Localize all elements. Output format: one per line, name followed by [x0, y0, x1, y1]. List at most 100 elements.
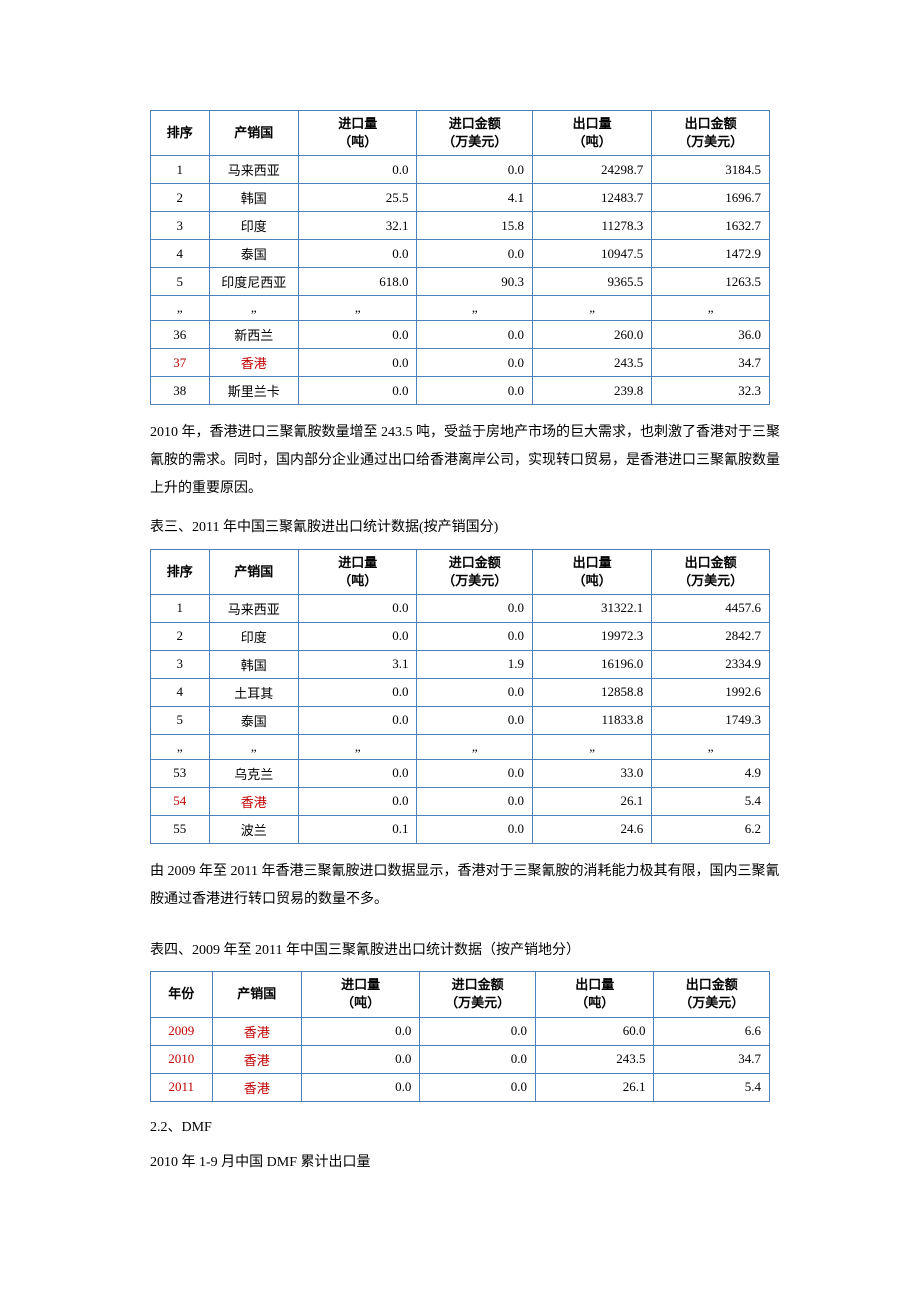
cell-rank: 54	[151, 787, 210, 815]
cell-import-val: 0.0	[417, 759, 533, 787]
cell-export-qty: 26.1	[532, 787, 651, 815]
th-export-qty-label: 出口量	[573, 555, 612, 570]
cell-rank: 36	[151, 321, 210, 349]
cell-export-qty: 243.5	[535, 1045, 654, 1073]
table-row: 4土耳其0.00.012858.81992.6	[151, 678, 770, 706]
table-row: 3印度32.115.811278.31632.7	[151, 212, 770, 240]
cell-export-qty: 24298.7	[532, 156, 651, 184]
document-page: 排序 产销国 进口量（吨） 进口金额（万美元） 出口量（吨） 出口金额（万美元）…	[0, 0, 920, 1302]
cell-export-val: 5.4	[654, 1073, 770, 1101]
th-import-val-label: 进口金额	[452, 977, 504, 992]
table-row: 1马来西亚0.00.024298.73184.5	[151, 156, 770, 184]
table-row: 4泰国0.00.010947.51472.9	[151, 240, 770, 268]
cell-country: 马来西亚	[209, 156, 298, 184]
cell-export-qty: 31322.1	[532, 594, 651, 622]
th-rank: 排序	[151, 549, 210, 594]
cell-import-val: 0.0	[417, 815, 533, 843]
cell-year: 2009	[151, 1017, 213, 1045]
th-import-qty: 进口量（吨）	[298, 111, 417, 156]
cell-export-qty: 10947.5	[532, 240, 651, 268]
th-rank: 排序	[151, 111, 210, 156]
th-export-val-unit: （万美元）	[678, 134, 743, 149]
table-2-body: 1马来西亚0.00.031322.14457.62印度0.00.019972.3…	[151, 594, 770, 843]
cell-rank: 1	[151, 594, 210, 622]
th-import-qty-unit: （吨）	[341, 995, 380, 1010]
th-import-val: 进口金额（万美元）	[417, 111, 533, 156]
th-country: 产销国	[209, 111, 298, 156]
th-import-val-label: 进口金额	[449, 116, 501, 131]
cell-export-qty: 9365.5	[532, 268, 651, 296]
cell-rank: 4	[151, 240, 210, 268]
table-row: 2011香港0.00.026.15.4	[151, 1073, 770, 1101]
table-row: 2009香港0.00.060.06.6	[151, 1017, 770, 1045]
cell-import-val: 0.0	[420, 1045, 536, 1073]
table-row: 5泰国0.00.011833.81749.3	[151, 706, 770, 734]
cell-import-qty: 25.5	[298, 184, 417, 212]
cell-export-val: 1632.7	[652, 212, 770, 240]
th-export-qty: 出口量（吨）	[532, 549, 651, 594]
cell-country: 香港	[212, 1017, 301, 1045]
table-1-body: 1马来西亚0.00.024298.73184.52韩国25.54.112483.…	[151, 156, 770, 405]
th-import-qty: 进口量 （吨）	[301, 972, 420, 1017]
table-row: 2印度0.00.019972.32842.7	[151, 622, 770, 650]
table-row: 37香港0.00.0243.534.7	[151, 349, 770, 377]
th-import-val: 进口金额 （万美元）	[420, 972, 536, 1017]
cell-rank: 53	[151, 759, 210, 787]
cell-export-val: 2842.7	[652, 622, 770, 650]
cell-country: 土耳其	[209, 678, 298, 706]
section-2-2-line: 2010 年 1-9 月中国 DMF 累计出口量	[150, 1150, 790, 1175]
cell-ellipsis: „	[417, 734, 533, 759]
paragraph-2: 由 2009 年至 2011 年香港三聚氰胺进口数据显示，香港对于三聚氰胺的消耗…	[150, 858, 790, 914]
th-export-val-label: 出口金额	[685, 555, 737, 570]
cell-export-qty: 26.1	[535, 1073, 654, 1101]
cell-export-qty: 19972.3	[532, 622, 651, 650]
cell-export-val: 34.7	[654, 1045, 770, 1073]
caption-table-3: 表四、2009 年至 2011 年中国三聚氰胺进出口统计数据（按产销地分）	[150, 938, 790, 963]
th-export-qty-label: 出口量	[575, 977, 614, 992]
cell-country: 泰国	[209, 706, 298, 734]
th-import-qty-label: 进口量	[338, 555, 377, 570]
cell-import-qty: 0.0	[298, 759, 417, 787]
cell-export-val: 2334.9	[652, 650, 770, 678]
th-import-val-label: 进口金额	[449, 555, 501, 570]
cell-export-qty: 260.0	[532, 321, 651, 349]
table-row: 36新西兰0.00.0260.036.0	[151, 321, 770, 349]
cell-rank: 38	[151, 377, 210, 405]
cell-rank: 55	[151, 815, 210, 843]
table-row: 55波兰0.10.024.66.2	[151, 815, 770, 843]
cell-export-val: 32.3	[652, 377, 770, 405]
cell-ellipsis: „	[209, 734, 298, 759]
cell-export-qty: 12483.7	[532, 184, 651, 212]
cell-year: 2011	[151, 1073, 213, 1101]
cell-export-qty: 33.0	[532, 759, 651, 787]
cell-import-qty: 0.0	[298, 594, 417, 622]
table-2: 排序 产销国 进口量（吨） 进口金额（万美元） 出口量（吨） 出口金额（万美元）…	[150, 549, 770, 844]
cell-import-val: 90.3	[417, 268, 533, 296]
caption-table-2: 表三、2011 年中国三聚氰胺进出口统计数据(按产销国分)	[150, 515, 790, 540]
cell-country: 泰国	[209, 240, 298, 268]
table-row-ellipsis: „„„„„„	[151, 734, 770, 759]
cell-ellipsis: „	[532, 296, 651, 321]
cell-ellipsis: „	[417, 296, 533, 321]
table-row: 1马来西亚0.00.031322.14457.6	[151, 594, 770, 622]
th-import-qty-label: 进口量	[341, 977, 380, 992]
cell-import-qty: 0.0	[298, 349, 417, 377]
cell-rank: 3	[151, 650, 210, 678]
cell-import-val: 0.0	[417, 622, 533, 650]
th-import-val-unit: （万美元）	[445, 995, 510, 1010]
cell-export-val: 3184.5	[652, 156, 770, 184]
table-row-ellipsis: „„„„„„	[151, 296, 770, 321]
th-export-val-label: 出口金额	[685, 116, 737, 131]
cell-import-qty: 0.0	[298, 622, 417, 650]
cell-rank: 5	[151, 268, 210, 296]
th-export-qty-label: 出口量	[573, 116, 612, 131]
cell-rank: 37	[151, 349, 210, 377]
th-export-qty-unit: （吨）	[575, 995, 614, 1010]
table-1: 排序 产销国 进口量（吨） 进口金额（万美元） 出口量（吨） 出口金额（万美元）…	[150, 110, 770, 405]
cell-import-qty: 0.0	[301, 1017, 420, 1045]
table-row: 54香港0.00.026.15.4	[151, 787, 770, 815]
th-import-qty-label: 进口量	[338, 116, 377, 131]
cell-import-val: 0.0	[417, 594, 533, 622]
th-country: 产销国	[209, 549, 298, 594]
cell-rank: 2	[151, 622, 210, 650]
